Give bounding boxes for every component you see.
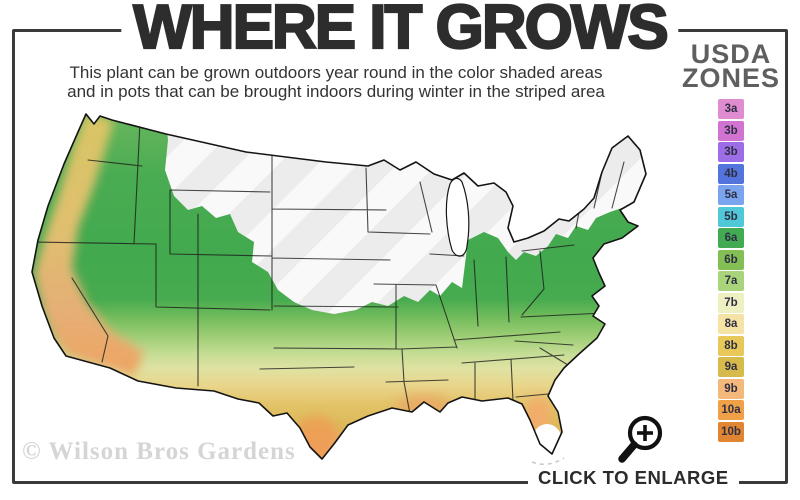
legend-title-line-1: USDA <box>690 39 772 69</box>
subtitle: This plant can be grown outdoors year ro… <box>0 63 672 101</box>
legend-title-line-2: ZONES <box>681 63 780 93</box>
zone-chip-3a: 3a <box>718 99 744 119</box>
zone-chip-8b: 8b <box>718 335 744 356</box>
us-outline <box>31 113 647 460</box>
subtitle-line-2: and in pots that can be brought indoors … <box>67 82 605 101</box>
zone-chip-7b: 7b <box>718 292 744 313</box>
zone-chip-6b: 6b <box>718 249 744 270</box>
magnifier-zoom-in-icon[interactable] <box>606 398 668 468</box>
zone-chip-5b: 5b <box>718 206 744 227</box>
zone-chip-9a: 9a <box>718 357 744 377</box>
us-map-svg <box>31 113 647 465</box>
florida-keys-arc <box>531 457 565 465</box>
legend-title: USDA ZONES <box>676 39 786 93</box>
subtitle-line-1: This plant can be grown outdoors year ro… <box>69 63 603 82</box>
zone-list: 3a 3b 3b 4b 5a 5b 6a 6b 7a 7b 8a 8b 9a 9b 10a 10b <box>676 99 786 443</box>
zone-chip-4b: 4b <box>718 163 744 184</box>
zone-chip-10a: 10a <box>718 400 744 420</box>
zone-chip-10b: 10b <box>718 421 744 442</box>
south-texas-orange <box>292 416 340 459</box>
zone-chip-3b: 3b <box>718 142 744 162</box>
pacific-coast-band <box>34 114 144 376</box>
zone-chip-9b: 9b <box>718 378 744 399</box>
zone-chip-5a: 5a <box>718 185 744 205</box>
lake-michigan <box>445 177 470 257</box>
us-hardiness-map[interactable] <box>16 110 664 474</box>
state-borders <box>33 121 625 415</box>
zone-chip-7a: 7a <box>718 271 744 291</box>
zone-chip-8a: 8a <box>718 314 744 334</box>
click-to-enlarge-button[interactable]: CLICK TO ENLARGE <box>528 465 739 491</box>
usda-zones-legend: USDA ZONES 3a 3b 3b 4b 5a 5b 6a 6b 7a 7b 8a 8b 9a 9b 1… <box>676 39 786 443</box>
zone-chip-6a: 6a <box>718 228 744 248</box>
page-title: WHERE IT GROWS <box>121 0 679 61</box>
zone-chip-3b: 3b <box>718 120 744 141</box>
